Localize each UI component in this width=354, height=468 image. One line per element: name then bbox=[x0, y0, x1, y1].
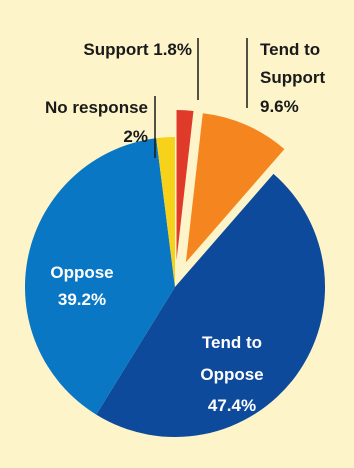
label-tend-oppose-line1: Tend to bbox=[202, 333, 262, 352]
label-oppose-value: 39.2% bbox=[58, 290, 106, 309]
slice-support bbox=[176, 110, 194, 261]
label-no-response-value: 2% bbox=[123, 127, 148, 146]
slice-oppose bbox=[24, 138, 175, 415]
label-tend-support-line1: Tend to bbox=[260, 40, 320, 59]
label-tend-oppose-line2: Oppose bbox=[200, 365, 263, 384]
label-tend-support-value: 9.6% bbox=[260, 97, 299, 116]
slice-no-response bbox=[156, 137, 175, 287]
label-tend-support-line2: Support bbox=[260, 68, 325, 87]
pie-slices bbox=[24, 110, 326, 438]
label-no-response: No response bbox=[45, 98, 148, 117]
label-oppose: Oppose bbox=[50, 263, 113, 282]
label-support: Support 1.8% bbox=[83, 40, 192, 59]
slice-tend-to-support bbox=[185, 113, 285, 263]
label-tend-oppose-value: 47.4% bbox=[208, 396, 256, 415]
leader-lines bbox=[154, 38, 248, 158]
slice-tend-to-oppose bbox=[96, 173, 326, 438]
